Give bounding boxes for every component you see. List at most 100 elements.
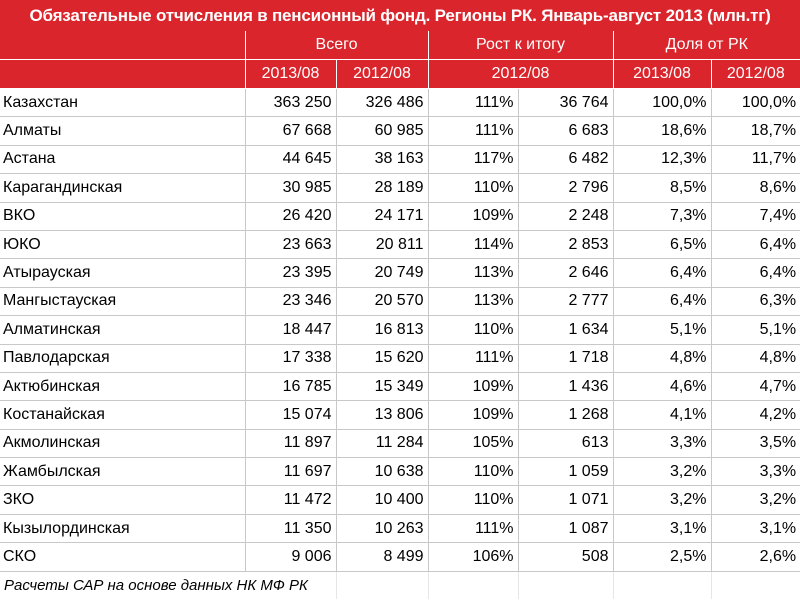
share-2012-cell: 6,4%: [711, 258, 800, 288]
table-row: Алматы 67 668 60 985 111% 6 683 18,6% 18,7%: [0, 116, 800, 146]
growth-percent-cell: 111%: [428, 514, 519, 544]
growth-absolute-cell: 36 764: [518, 88, 614, 118]
subheader-total-2012: 2012/08: [336, 59, 429, 89]
header-group-growth: Рост к итогу: [428, 31, 614, 60]
growth-percent-cell: 110%: [428, 457, 519, 487]
table-row: Жамбылская 11 697 10 638 110% 1 059 3,2% 3,3%: [0, 457, 800, 487]
share-2012-cell: 3,2%: [711, 485, 800, 515]
footnote-empty-cell: [613, 571, 712, 599]
region-name-cell: Кызылординская: [0, 514, 246, 544]
growth-percent-cell: 113%: [428, 287, 519, 317]
subheader-share-2013: 2013/08: [613, 59, 712, 89]
region-name-cell: Актюбинская: [0, 372, 246, 402]
total-2012-cell: 15 620: [336, 344, 429, 373]
growth-percent-cell: 106%: [428, 542, 519, 572]
total-2012-cell: 16 813: [336, 315, 429, 345]
share-2013-cell: 12,3%: [613, 145, 712, 175]
share-2012-cell: 6,3%: [711, 287, 800, 317]
growth-absolute-cell: 1 268: [518, 400, 614, 430]
total-2012-cell: 20 811: [336, 230, 429, 260]
growth-absolute-cell: 1 634: [518, 315, 614, 345]
subheader-share-2012: 2012/08: [711, 59, 800, 89]
total-2012-cell: 28 189: [336, 173, 429, 203]
table-row: Павлодарская 17 338 15 620 111% 1 718 4,8% 4,8…: [0, 344, 800, 373]
growth-percent-cell: 109%: [428, 372, 519, 402]
table-row: Астана 44 645 38 163 117% 6 482 12,3% 11,7%: [0, 145, 800, 175]
footnote-empty-cell: [336, 571, 429, 599]
total-2013-cell: 17 338: [245, 344, 337, 373]
footnote-empty-cell: [518, 571, 614, 599]
table-row: Кызылординская 11 350 10 263 111% 1 087 3,1% 3…: [0, 514, 800, 544]
growth-absolute-cell: 1 059: [518, 457, 614, 487]
share-2012-cell: 5,1%: [711, 315, 800, 345]
share-2012-cell: 4,7%: [711, 372, 800, 402]
share-2013-cell: 4,6%: [613, 372, 712, 402]
growth-absolute-cell: 6 683: [518, 116, 614, 146]
share-2013-cell: 6,5%: [613, 230, 712, 260]
total-2013-cell: 11 697: [245, 457, 337, 487]
total-2012-cell: 20 570: [336, 287, 429, 317]
growth-absolute-cell: 2 248: [518, 202, 614, 231]
table-row: ЗКО 11 472 10 400 110% 1 071 3,2% 3,2%: [0, 485, 800, 515]
share-2013-cell: 4,1%: [613, 400, 712, 430]
growth-absolute-cell: 1 087: [518, 514, 614, 544]
footnote-empty-cell: [711, 571, 800, 599]
footnote: Расчеты САР на основе данных НК МФ РК: [0, 571, 337, 599]
table-row: Казахстан 363 250 326 486 111% 36 764 100,0% 1…: [0, 88, 800, 118]
growth-percent-cell: 117%: [428, 145, 519, 175]
total-2012-cell: 10 638: [336, 457, 429, 487]
subheader-empty: [0, 59, 246, 89]
table-row: Алматинская 18 447 16 813 110% 1 634 5,1% 5,1%: [0, 315, 800, 345]
share-2012-cell: 4,8%: [711, 344, 800, 373]
total-2013-cell: 15 074: [245, 400, 337, 430]
share-2012-cell: 2,6%: [711, 542, 800, 572]
table-row: Карагандинская 30 985 28 189 110% 2 796 8,5% 8…: [0, 173, 800, 203]
share-2013-cell: 6,4%: [613, 287, 712, 317]
growth-percent-cell: 111%: [428, 88, 519, 118]
total-2013-cell: 11 897: [245, 429, 337, 459]
total-2012-cell: 13 806: [336, 400, 429, 430]
share-2013-cell: 3,2%: [613, 485, 712, 515]
total-2013-cell: 18 447: [245, 315, 337, 345]
share-2012-cell: 8,6%: [711, 173, 800, 203]
share-2012-cell: 4,2%: [711, 400, 800, 430]
total-2012-cell: 326 486: [336, 88, 429, 118]
share-2013-cell: 6,4%: [613, 258, 712, 288]
growth-absolute-cell: 508: [518, 542, 614, 572]
growth-absolute-cell: 1 718: [518, 344, 614, 373]
growth-percent-cell: 105%: [428, 429, 519, 459]
total-2012-cell: 60 985: [336, 116, 429, 146]
table-row: Костанайская 15 074 13 806 109% 1 268 4,1% 4,2…: [0, 400, 800, 430]
share-2012-cell: 7,4%: [711, 202, 800, 231]
growth-absolute-cell: 1 071: [518, 485, 614, 515]
header-empty: [0, 31, 246, 60]
share-2013-cell: 3,2%: [613, 457, 712, 487]
total-2012-cell: 10 263: [336, 514, 429, 544]
growth-percent-cell: 110%: [428, 173, 519, 203]
total-2013-cell: 16 785: [245, 372, 337, 402]
region-name-cell: Костанайская: [0, 400, 246, 430]
growth-percent-cell: 113%: [428, 258, 519, 288]
growth-absolute-cell: 2 796: [518, 173, 614, 203]
growth-absolute-cell: 613: [518, 429, 614, 459]
table-row: Акмолинская 11 897 11 284 105% 613 3,3% 3,5%: [0, 429, 800, 459]
share-2013-cell: 7,3%: [613, 202, 712, 231]
total-2013-cell: 11 350: [245, 514, 337, 544]
share-2012-cell: 3,1%: [711, 514, 800, 544]
table-row: СКО 9 006 8 499 106% 508 2,5% 2,6%: [0, 542, 800, 572]
share-2012-cell: 6,4%: [711, 230, 800, 260]
share-2012-cell: 11,7%: [711, 145, 800, 175]
growth-percent-cell: 109%: [428, 400, 519, 430]
growth-percent-cell: 111%: [428, 116, 519, 146]
total-2013-cell: 44 645: [245, 145, 337, 175]
growth-absolute-cell: 6 482: [518, 145, 614, 175]
header-group-share: Доля от РК: [613, 31, 800, 60]
table-row: ВКО 26 420 24 171 109% 2 248 7,3% 7,4%: [0, 202, 800, 231]
region-name-cell: Акмолинская: [0, 429, 246, 459]
region-name-cell: ЗКО: [0, 485, 246, 515]
share-2013-cell: 2,5%: [613, 542, 712, 572]
total-2013-cell: 23 346: [245, 287, 337, 317]
total-2013-cell: 363 250: [245, 88, 337, 118]
share-2013-cell: 4,8%: [613, 344, 712, 373]
